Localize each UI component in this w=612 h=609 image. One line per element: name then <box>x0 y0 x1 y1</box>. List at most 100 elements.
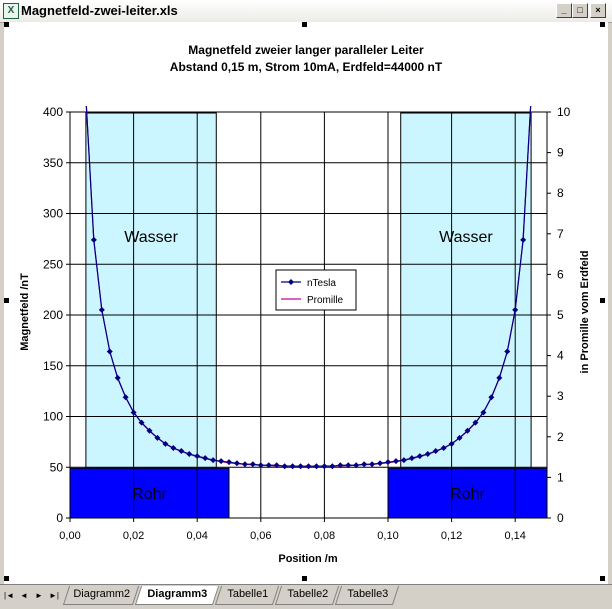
data-point-ntesla <box>416 453 423 460</box>
selection-handle <box>4 298 9 303</box>
tab-label: Tabelle3 <box>346 588 388 600</box>
y2-tick-label: 10 <box>557 105 571 119</box>
data-point-ntesla <box>432 448 439 455</box>
data-point-ntesla <box>448 440 455 447</box>
legend-marker-ntesla <box>288 279 294 285</box>
y2-tick-label: 5 <box>557 308 564 322</box>
tab-diagramm3[interactable]: Diagramm3 <box>134 586 220 605</box>
x-tick-label: 0,06 <box>250 530 271 542</box>
selection-handle <box>4 22 9 27</box>
tab-diagramm2[interactable]: Diagramm2 <box>62 586 140 605</box>
tab-label: Diagramm3 <box>147 588 208 600</box>
data-point-ntesla <box>488 394 495 401</box>
legend-label-ntesla: nTesla <box>307 278 336 289</box>
prev-sheet-icon[interactable]: ◄ <box>20 591 28 600</box>
y2-tick-label: 2 <box>557 430 564 444</box>
data-point-ntesla <box>392 458 399 465</box>
x-tick-label: 0,12 <box>441 530 462 542</box>
tab-tabelle2[interactable]: Tabelle2 <box>274 586 340 605</box>
data-point-ntesla <box>90 236 97 243</box>
y-tick-label: 400 <box>43 105 63 119</box>
data-point-ntesla <box>122 394 129 401</box>
data-point-ntesla <box>464 427 471 434</box>
data-point-ntesla <box>138 419 145 426</box>
data-point-ntesla <box>504 348 511 355</box>
data-point-ntesla <box>337 462 344 469</box>
chart-subtitle: Abstand 0,15 m, Strom 10mA, Erdfeld=4400… <box>170 60 443 74</box>
data-point-ntesla <box>226 459 232 466</box>
selection-handle <box>600 22 605 27</box>
tab-label: Tabelle1 <box>226 588 268 600</box>
annotation-label: Rohr <box>450 486 485 503</box>
data-point-ntesla <box>257 462 264 469</box>
x-tick-label: 0,02 <box>123 530 144 542</box>
data-point-ntesla <box>98 306 105 313</box>
y2-axis-title: in Promille vom Erdfeld <box>579 251 591 374</box>
data-point-ntesla <box>130 409 137 416</box>
excel-icon[interactable]: X <box>3 3 19 19</box>
data-point-ntesla <box>496 374 503 381</box>
selection-handle <box>302 22 307 27</box>
data-point-ntesla <box>106 348 113 355</box>
data-point-ntesla <box>408 455 415 462</box>
data-point-ntesla <box>329 463 336 470</box>
data-point-ntesla <box>297 463 304 470</box>
annotation-band-3 <box>387 467 548 519</box>
y2-tick-label: 3 <box>557 389 564 403</box>
x-tick-label: 0,00 <box>59 530 80 542</box>
data-point-ntesla <box>265 462 272 469</box>
y2-tick-label: 7 <box>557 227 564 241</box>
y2-tick-label: 8 <box>557 186 564 200</box>
y-tick-label: 250 <box>43 257 63 271</box>
data-point-ntesla <box>194 453 201 460</box>
data-point-ntesla <box>162 440 169 447</box>
data-point-ntesla <box>369 461 376 468</box>
data-point-ntesla <box>385 459 391 466</box>
y2-tick-label: 6 <box>557 267 564 281</box>
tab-label: Diagramm2 <box>72 588 130 600</box>
y2-tick-label: 9 <box>557 146 564 160</box>
data-point-ntesla <box>472 419 479 426</box>
y-tick-label: 200 <box>43 308 63 322</box>
data-point-ntesla <box>281 463 288 470</box>
data-point-ntesla <box>289 463 296 470</box>
plot-area-border <box>69 111 548 519</box>
annotation-band-2 <box>69 467 230 519</box>
next-sheet-icon[interactable]: ► <box>35 591 43 600</box>
y-tick-label: 300 <box>43 207 63 221</box>
data-point-ntesla <box>353 462 360 469</box>
data-point-ntesla <box>178 448 185 455</box>
window-titlebar: X Magnetfeld-zwei-leiter.xls _ □ × <box>0 0 612 23</box>
y-tick-label: 100 <box>43 410 63 424</box>
selection-handle <box>4 576 9 581</box>
x-tick-label: 0,14 <box>504 530 525 542</box>
annotation-band-0 <box>85 112 217 469</box>
x-tick-label: 0,08 <box>314 530 335 542</box>
first-sheet-icon[interactable]: |◄ <box>4 591 14 600</box>
data-point-ntesla <box>520 236 527 243</box>
data-point-ntesla <box>377 460 384 467</box>
data-point-ntesla <box>424 451 431 458</box>
minimize-button[interactable]: _ <box>556 3 572 18</box>
y-axis-title: Magnetfeld /nT <box>19 273 31 351</box>
chart-title: Magnetfeld zweier langer paralleler Leit… <box>188 43 424 57</box>
tab-tabelle1[interactable]: Tabelle1 <box>214 586 280 605</box>
tab-tabelle3[interactable]: Tabelle3 <box>334 586 400 605</box>
annotation-band-1 <box>400 112 532 469</box>
chart-sheet[interactable]: nTesla Promille 0,00 0,02 0,04 0,06 0,08 0,10 0… <box>4 22 608 584</box>
data-point-ntesla <box>154 434 161 441</box>
maximize-button[interactable]: □ <box>572 3 588 18</box>
x-tick-label: 0,10 <box>377 530 398 542</box>
tab-label: Tabelle2 <box>286 588 328 600</box>
annotation-label: Wasser <box>439 229 493 246</box>
data-point-ntesla <box>218 458 225 465</box>
data-point-ntesla <box>440 444 447 451</box>
y2-tick-label: 1 <box>557 470 564 484</box>
data-point-ntesla <box>305 463 312 470</box>
selection-handle <box>302 576 307 581</box>
data-point-ntesla <box>210 457 217 464</box>
last-sheet-icon[interactable]: ►| <box>49 591 59 600</box>
close-button[interactable]: × <box>590 3 606 18</box>
annotation-label: Rohr <box>132 486 167 503</box>
y-tick-label: 150 <box>43 359 63 373</box>
